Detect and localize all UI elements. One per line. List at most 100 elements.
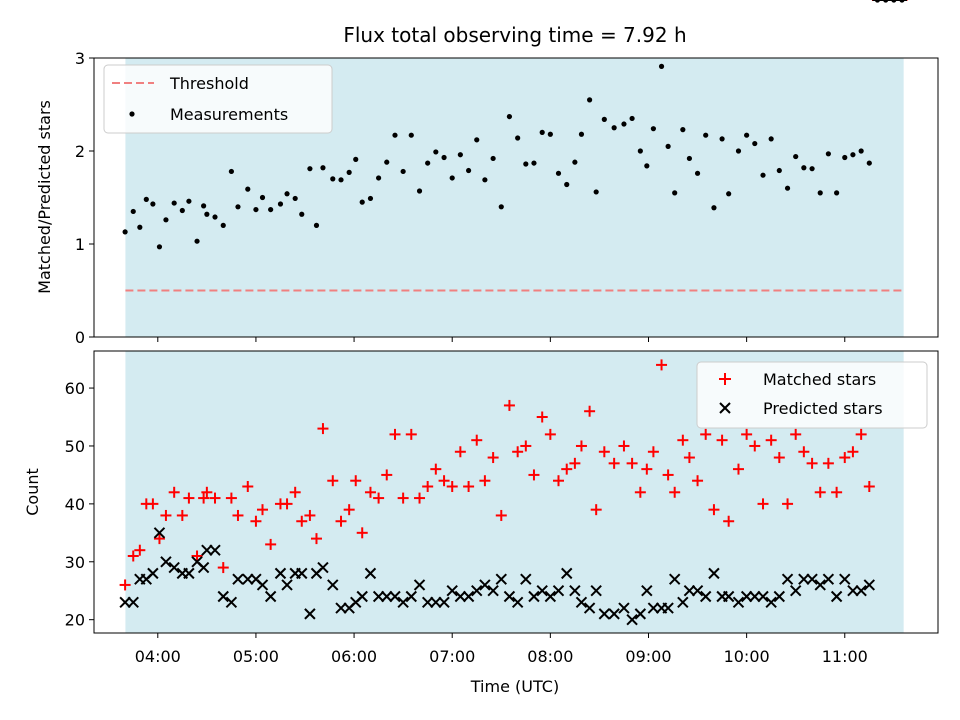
measurement-point [601,116,607,122]
measurement-point [150,201,156,207]
predicted-star-point [168,561,180,574]
predicted-star-point [119,596,131,609]
ratio-y-axis: 0 1 2 3 [75,49,94,347]
ratio-ytick-label-1: 1 [75,235,85,254]
measurement-point [212,214,218,220]
matched-star-point [438,475,450,487]
predicted-star-point [536,585,548,597]
measurement-point [825,151,831,157]
matched-star-point [723,515,735,527]
predicted-star-point [814,579,826,591]
legend-predicted-swatch [719,402,731,414]
matched-star-point [209,492,221,504]
predicted-star-point [335,602,347,614]
measurement-point [400,168,406,175]
matched-star-point [343,504,355,516]
predicted-star-point [608,608,620,620]
predicted-star-point [281,579,293,591]
matched-star-point [310,533,322,545]
x-tick-label-6: 10:00 [724,647,770,666]
matched-star-point [700,428,712,440]
matched-star-point [662,469,674,481]
matched-star-point [463,480,475,492]
predicted-star-point [503,590,516,603]
matched-star-point [422,480,434,492]
matched-star-point [487,452,499,464]
measurement-point [578,131,585,137]
predicted-star-point [197,561,210,574]
matched-star-point [683,452,695,464]
predicted-star-point [232,573,244,585]
figure-title: Flux total observing time = 7.92 h [343,23,686,47]
matched-star-point [822,457,834,469]
predicted-star-point [372,590,385,603]
measurement-point [416,188,423,194]
measurement-point [498,204,504,210]
matched-star-point [782,498,794,510]
matched-star-point [732,463,744,475]
count-ytick-label-40: 40 [65,495,85,514]
x-axis-label: Time (UTC) [470,677,559,696]
matched-star-point [798,446,810,458]
measurement-point [220,222,226,228]
measurement-point [259,194,266,201]
predicted-star-point [855,585,867,597]
measurement-point [235,204,241,210]
measurement-point [201,203,207,209]
predicted-star-point [798,573,810,585]
predicted-star-point [397,596,409,609]
measurement-point [809,166,815,172]
measurement-point [299,211,305,217]
measurement-point [776,167,782,174]
predicted-star-point [528,590,540,603]
measurement-point [313,222,320,228]
measurement-point [204,211,210,217]
ratio-ytick-label-0: 0 [75,328,85,347]
measurement-point [793,153,799,160]
measurement-point [179,207,185,214]
matched-star-point [405,428,417,440]
measurement-point [637,148,643,154]
ratio-plot-frame [93,57,939,338]
ratio-legend: Threshold Measurements [103,64,333,134]
count-ytick-label-60: 60 [65,379,85,398]
matched-star-point [855,428,867,440]
measurement-point [171,200,177,206]
predicted-star-point [552,585,565,597]
matched-star-point [232,509,244,521]
measurement-point [408,132,414,138]
x-tick-label-4: 08:00 [527,647,573,666]
predicted-star-point [153,527,166,539]
matched-star-point [692,475,704,487]
matched-star-point [716,434,728,446]
measurement-point [449,175,455,181]
matched-star-point [265,538,277,550]
predicted-star-point [520,573,532,585]
matched-star-point [503,399,515,411]
matched-star-point [544,428,556,440]
matched-star-point [168,486,180,498]
predicted-star-point [381,590,393,603]
matched-star-point [389,428,401,440]
matched-star-point [831,486,843,498]
measurement-point [474,137,480,143]
matched-star-point [536,411,548,423]
predicted-stars-points [119,0,907,626]
matched-star-point [356,527,368,539]
measurement-point [564,181,570,188]
predicted-star-point [732,596,745,609]
matched-star-point [708,504,720,516]
matched-star-point [397,492,409,504]
measurement-point [644,163,650,169]
predicted-star-point [668,573,681,585]
predicted-star-point [740,590,753,603]
predicted-star-point [274,567,287,580]
legend-threshold-label: Threshold [169,74,249,93]
matched-star-point [183,492,195,504]
matched-star-point [749,440,761,452]
measurement-point [760,172,766,178]
predicted-star-point [225,596,238,609]
measurement-point [359,199,365,205]
measurement-point [593,189,599,195]
matched-star-point [569,457,581,469]
